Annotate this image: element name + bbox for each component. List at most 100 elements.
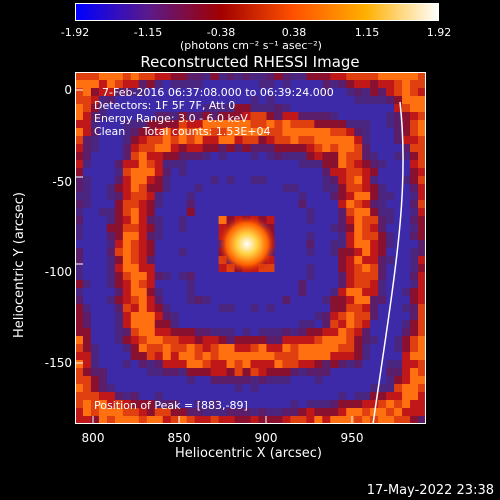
image-pixel <box>75 376 84 385</box>
image-pixel <box>378 200 387 209</box>
image-pixel <box>298 144 307 153</box>
image-pixel <box>402 208 411 217</box>
image-pixel <box>418 200 426 209</box>
image-pixel <box>386 248 395 257</box>
image-pixel <box>330 280 339 289</box>
image-pixel <box>418 376 426 385</box>
image-pixel <box>418 400 426 409</box>
image-pixel <box>130 320 140 329</box>
image-pixel <box>218 176 228 185</box>
image-pixel <box>138 256 148 265</box>
image-pixel <box>210 72 220 81</box>
image-pixel <box>306 280 315 289</box>
image-pixel <box>75 184 84 193</box>
image-pixel <box>122 408 132 417</box>
image-pixel <box>218 376 228 385</box>
image-pixel <box>226 376 236 385</box>
image-pixel <box>314 408 323 417</box>
image-pixel <box>314 344 323 353</box>
image-pixel <box>258 272 267 281</box>
image-pixel <box>234 408 244 417</box>
image-pixel <box>194 400 204 409</box>
image-pixel <box>138 160 148 169</box>
image-pixel <box>378 160 387 169</box>
image-pixel <box>98 200 108 209</box>
image-pixel <box>154 168 164 177</box>
image-pixel <box>154 360 164 369</box>
image-pixel <box>378 328 387 337</box>
image-pixel <box>162 336 172 345</box>
image-pixel <box>114 416 124 424</box>
image-pixel <box>362 192 371 201</box>
y-axis-label: Heliocentric Y (arcsec) <box>12 192 27 338</box>
image-pixel <box>202 264 212 273</box>
image-pixel <box>338 232 347 241</box>
image-pixel <box>82 336 92 345</box>
image-pixel <box>90 160 100 169</box>
image-pixel <box>82 184 92 193</box>
image-pixel <box>114 312 124 321</box>
image-pixel <box>154 96 164 105</box>
image-pixel <box>362 224 371 233</box>
image-pixel <box>258 152 267 161</box>
image-pixel <box>346 248 355 257</box>
image-pixel <box>98 296 108 305</box>
image-pixel <box>354 80 363 89</box>
image-pixel <box>202 120 212 129</box>
image-pixel <box>210 296 220 305</box>
image-pixel <box>418 320 426 329</box>
image-pixel <box>82 80 92 89</box>
image-pixel <box>106 112 116 121</box>
image-pixel <box>114 304 124 313</box>
image-pixel <box>386 208 395 217</box>
image-pixel <box>290 112 299 121</box>
image-pixel <box>314 384 323 393</box>
image-pixel <box>154 280 164 289</box>
image-pixel <box>298 352 307 361</box>
image-pixel <box>410 72 419 81</box>
image-pixel <box>178 384 188 393</box>
image-pixel <box>314 376 323 385</box>
image-pixel <box>258 408 267 417</box>
image-pixel <box>402 280 411 289</box>
image-pixel <box>394 120 403 129</box>
image-pixel <box>75 256 84 265</box>
image-pixel <box>146 96 156 105</box>
image-pixel <box>202 168 212 177</box>
image-pixel <box>186 288 196 297</box>
image-pixel <box>402 256 411 265</box>
image-pixel <box>266 208 275 217</box>
image-pixel <box>98 264 108 273</box>
image-pixel <box>418 304 426 313</box>
image-pixel <box>218 328 228 337</box>
image-pixel <box>130 152 140 161</box>
image-pixel <box>282 216 291 225</box>
image-pixel <box>170 128 180 137</box>
image-pixel <box>98 176 108 185</box>
image-pixel <box>162 120 172 129</box>
image-pixel <box>250 328 259 337</box>
image-pixel <box>282 304 291 313</box>
image-pixel <box>386 104 395 113</box>
image-pixel <box>402 232 411 241</box>
image-pixel <box>98 144 108 153</box>
image-pixel <box>306 176 315 185</box>
image-pixel <box>82 312 92 321</box>
image-pixel <box>194 256 204 265</box>
image-pixel <box>282 192 291 201</box>
image-pixel <box>242 208 251 217</box>
image-pixel <box>386 96 395 105</box>
image-pixel <box>130 200 140 209</box>
image-pixel <box>354 96 363 105</box>
image-pixel <box>402 288 411 297</box>
image-pixel <box>242 112 251 121</box>
image-pixel <box>106 352 116 361</box>
image-pixel <box>202 248 212 257</box>
image-pixel <box>178 392 188 401</box>
image-pixel <box>138 136 148 145</box>
image-pixel <box>106 256 116 265</box>
image-pixel <box>378 128 387 137</box>
image-pixel <box>402 216 411 225</box>
image-pixel <box>410 88 419 97</box>
image-pixel <box>282 160 291 169</box>
